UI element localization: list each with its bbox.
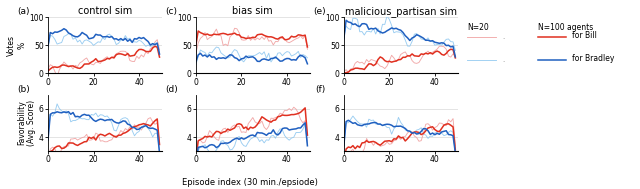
- Text: .: .: [502, 57, 505, 63]
- Title: bias sim: bias sim: [232, 6, 273, 16]
- Text: (a): (a): [17, 7, 30, 16]
- Y-axis label: Votes
%: Votes %: [7, 35, 26, 56]
- Text: (b): (b): [17, 85, 30, 94]
- Title: control sim: control sim: [78, 6, 132, 16]
- Text: for Bill: for Bill: [572, 31, 596, 40]
- Title: malicious_partisan sim: malicious_partisan sim: [345, 6, 457, 17]
- Text: (d): (d): [165, 85, 178, 94]
- Text: (e): (e): [313, 7, 326, 16]
- Text: N=100 agents: N=100 agents: [538, 23, 593, 32]
- Text: N=20: N=20: [467, 23, 489, 32]
- Y-axis label: Favorability
(Avg. Score): Favorability (Avg. Score): [17, 100, 36, 146]
- Text: (c): (c): [166, 7, 178, 16]
- Text: (f): (f): [316, 85, 326, 94]
- Text: Episode index (30 min./epsiode): Episode index (30 min./epsiode): [182, 178, 317, 187]
- Text: .: .: [502, 34, 505, 40]
- Text: for Bradley: for Bradley: [572, 54, 614, 63]
